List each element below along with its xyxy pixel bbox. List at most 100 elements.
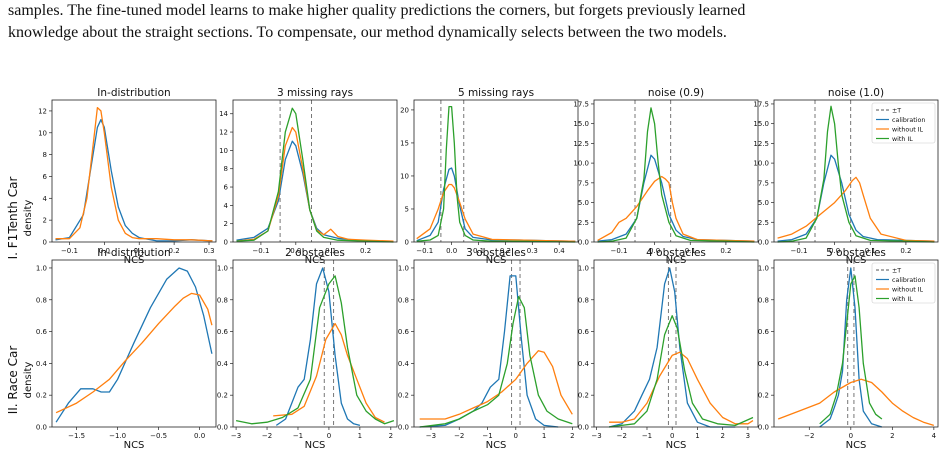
y-tick-label: 0.8 [217,296,228,304]
y-tick-label: 0.2 [398,392,409,400]
y-tick-label: 0.2 [758,392,769,400]
x-tick-label: −2 [262,432,272,440]
x-tick-label: −2 [454,432,464,440]
y-tick-label: 0.4 [758,360,770,368]
y-tick-label: 5 [405,205,409,213]
y-tick-label: 0 [224,239,228,247]
x-tick-label: −0.1 [61,247,78,255]
plot-frame [593,259,759,428]
x-axis-label: NCS [305,255,326,266]
y-tick-label: 0.4 [398,360,410,368]
row-label-f1tenth: I. F1Tenth Car [6,177,20,260]
x-tick-label: −1 [293,432,303,440]
series-line-without-il [273,322,385,423]
y-tick-label: 1.0 [758,264,769,272]
caption-line-2: knowledge about the straight sections. T… [8,24,727,41]
y-tick-label: 1.0 [398,264,409,272]
chart-panel-10: 5 obstacles −2 0 2 4 0.0 0.2 0.4 0.6 0.8 1.0 NCS ±T c… [758,247,939,451]
y-tick-label: 0.0 [578,424,589,432]
y-tick-label: 0.4 [217,360,229,368]
y-tick-label: 0.0 [398,424,409,432]
legend-label: ±T [892,107,901,114]
x-tick-label: 0.0 [99,247,110,255]
y-tick-label: 1.0 [217,264,228,272]
legend-label: calibration [892,117,925,124]
series-line-calibration [597,154,755,242]
x-tick-label: −1.5 [68,432,85,440]
y-tick-label: 6 [43,173,48,181]
figure-caption: samples. The fine-tuned model learns to … [8,0,944,44]
y-tick-label: 12 [38,107,47,115]
y-tick-label: 8 [224,165,228,173]
y-tick-label: 17.5 [753,100,769,108]
legend-label: with IL [892,136,913,143]
y-tick-label: 0 [405,239,409,247]
chart-title: 3 obstacles [466,247,526,259]
y-tick-label: 2.5 [578,219,589,227]
y-tick-label: 15 [400,139,409,147]
x-tick-label: 0 [514,432,518,440]
y-tick-label: 0.2 [36,392,47,400]
y-tick-label: 10 [400,172,409,180]
y-tick-label: 0.8 [578,296,589,304]
y-tick-label: 0.8 [36,296,47,304]
x-tick-label: 0.2 [360,247,371,255]
x-axis-label: NCS [486,440,507,451]
chart-panel-2: 3 missing rays −0.1 0.0 0.1 0.2 0 2 4 6 8 10 12 14 NC… [219,87,398,266]
x-tick-label: 0.1 [865,247,876,255]
series-line-calibration [55,119,213,242]
y-tick-label: 0.0 [36,424,47,432]
y-tick-label: 14 [219,110,228,118]
x-tick-label: 1 [358,432,362,440]
x-tick-label: −0.1 [252,247,269,255]
legend-label: ±T [892,267,901,274]
plot-frame [413,259,579,428]
chart-panel-7: 2 obstacles −3 −2 −1 0 1 2 0.0 0.2 0.4 0.6 0.8 1.0 NC… [217,247,398,451]
x-tick-label: −1 [482,432,492,440]
x-axis-label: NCS [846,255,867,266]
series-line-with-il [819,275,883,425]
x-tick-label: −1.0 [109,432,126,440]
y-tick-label: 0.8 [758,296,769,304]
x-tick-label: 0.2 [720,247,731,255]
chart-title: 4 obstacles [646,247,706,259]
legend-label: calibration [892,277,925,284]
plot-frame [51,259,217,428]
series-line-with-il [235,275,395,425]
y-tick-label: 1.0 [36,264,47,272]
x-tick-label: 0.4 [554,247,566,255]
legend-label: without IL [892,126,924,133]
y-tick-label: 2.5 [758,219,769,227]
plot-frame [232,99,398,243]
y-tick-label: 2 [43,217,47,225]
series-line-without-il [777,176,935,242]
plot-frame [413,99,579,243]
x-tick-label: 0.0 [829,247,840,255]
legend-box [871,262,936,304]
row-label-race-car: II. Race Car [6,346,20,415]
legend-label: with IL [892,296,913,303]
x-tick-label: 2 [389,432,393,440]
x-tick-label: 2 [570,432,574,440]
series-line-with-il [419,295,573,428]
series-line-calibration [608,267,736,428]
series-line-with-il [609,315,754,428]
x-axis-label: NCS [124,440,145,451]
chart-title: In-distribution [97,87,170,99]
y-tick-label: 12.5 [573,140,589,148]
chart-panel-8: 3 obstacles −3 −2 −1 0 1 2 0.0 0.2 0.4 0.6 0.8 1.0 NC… [398,247,579,451]
y-tick-label: 0.8 [398,296,409,304]
series-line-calibration [275,267,361,427]
x-tick-label: 0.1 [685,247,696,255]
y-tick-label: 0.6 [36,328,48,336]
chart-title: noise (0.9) [648,87,704,99]
series-line-with-il [416,105,576,243]
y-tick-label: 0 [43,239,47,247]
y-tick-label: 10.0 [753,160,769,168]
x-tick-label: 0 [327,432,331,440]
y-tick-label: 10 [38,129,47,137]
series-line-calibration [819,267,883,428]
series-line-without-il [597,175,755,242]
y-tick-label: 15.0 [573,120,589,128]
